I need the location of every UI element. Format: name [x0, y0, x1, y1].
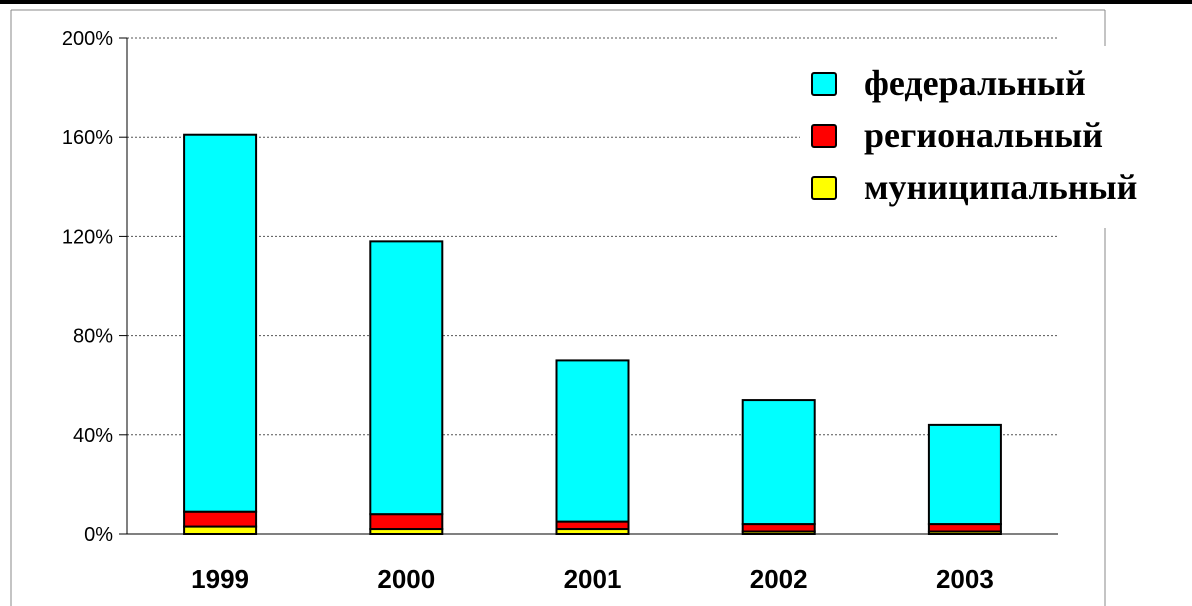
y-tick-label: 80%	[73, 326, 113, 348]
legend-label: муниципальный	[864, 167, 1137, 207]
bars	[183, 133, 1002, 536]
y-tick-label: 40%	[73, 425, 113, 447]
bar-segment-региональный	[555, 520, 630, 531]
y-axis-ticks: 0% 40% 80% 120% 160% 200%	[62, 28, 127, 546]
legend: федеральный региональный муниципальный	[800, 47, 1192, 227]
x-tick-label: 2000	[377, 564, 435, 594]
legend-swatch	[811, 124, 837, 148]
x-tick-label: 2001	[564, 564, 622, 594]
bar-segment-федеральный	[927, 423, 1002, 526]
legend-swatch	[811, 72, 837, 96]
y-tick-label: 160%	[62, 127, 113, 149]
bar-segment-федеральный	[555, 359, 630, 523]
bar-segment-региональный	[369, 513, 444, 531]
y-tick-label: 120%	[62, 226, 113, 248]
y-tick-label: 200%	[62, 28, 113, 50]
y-tick-label: 0%	[84, 524, 113, 546]
bar-segment-региональный	[927, 523, 1002, 533]
top-border	[0, 0, 1192, 4]
x-axis-ticks: 1999 2000 2001 2002 2003	[191, 564, 994, 594]
legend-label: федеральный	[864, 63, 1086, 103]
bar-segment-федеральный	[369, 240, 444, 516]
bar-segment-муниципальный	[183, 525, 258, 535]
bar-segment-региональный	[741, 523, 816, 533]
bar-segment-региональный	[183, 510, 258, 528]
legend-background	[800, 47, 1192, 227]
x-tick-label: 1999	[191, 564, 249, 594]
x-tick-label: 2003	[936, 564, 994, 594]
x-tick-label: 2002	[750, 564, 808, 594]
legend-label: региональный	[864, 115, 1103, 155]
bar-segment-федеральный	[183, 133, 258, 513]
bar-segment-федеральный	[741, 399, 816, 526]
legend-swatch	[811, 176, 837, 200]
